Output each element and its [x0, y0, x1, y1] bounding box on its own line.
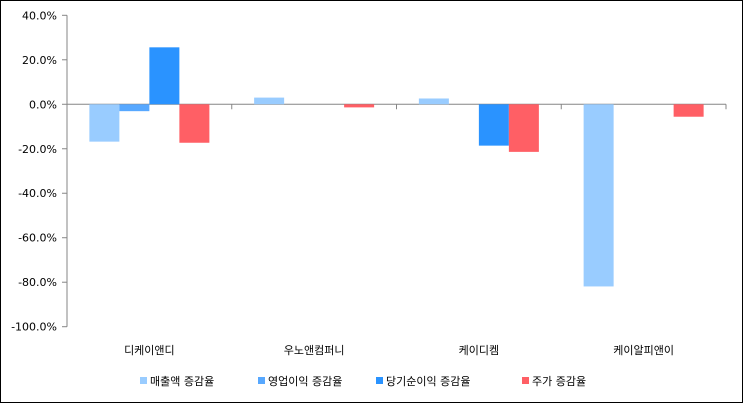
- y-tick-label: -80.0%: [18, 276, 57, 289]
- x-tick-label: 케이디켐: [459, 344, 499, 357]
- y-tick-label: 20.0%: [22, 54, 57, 67]
- bar: [673, 104, 704, 117]
- y-tick-label: 40.0%: [22, 9, 57, 22]
- y-tick-label: -60.0%: [18, 232, 57, 245]
- x-tick-label: 케이알피앤이: [613, 343, 674, 357]
- legend-label: 매출액 증감율: [150, 375, 214, 388]
- legend-swatch: [140, 377, 147, 384]
- y-tick-label: -100.0%: [11, 321, 57, 334]
- x-tick-label: 우노앤컴퍼니: [284, 344, 345, 357]
- bar: [508, 104, 539, 152]
- bar: [418, 98, 449, 105]
- bar: [478, 104, 509, 146]
- legend-swatch: [522, 377, 529, 384]
- legend-swatch: [258, 377, 265, 384]
- y-tick-label: -40.0%: [18, 187, 57, 200]
- bar: [119, 104, 150, 112]
- legend-label: 영업이익 증감율: [268, 375, 342, 388]
- legend-label: 주가 증감율: [532, 375, 586, 388]
- y-tick-label: -20.0%: [18, 143, 57, 156]
- bar: [149, 47, 180, 105]
- bar: [583, 104, 614, 287]
- bar: [89, 104, 120, 142]
- bar: [344, 104, 375, 108]
- legend-swatch: [376, 377, 383, 384]
- bar: [179, 104, 210, 143]
- legend-label: 당기순이익 증감율: [386, 375, 470, 388]
- y-tick-label: 0.0%: [29, 98, 57, 111]
- x-tick-label: 디케이앤디: [124, 344, 175, 357]
- bar: [254, 97, 285, 105]
